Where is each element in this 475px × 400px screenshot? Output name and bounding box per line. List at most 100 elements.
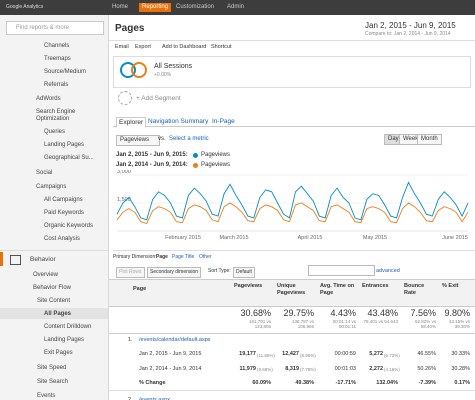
toolbar-button[interactable]: Shortcut <box>211 44 232 50</box>
legend-period: Jan 2, 2014 - Jun 9, 2014: <box>116 162 188 168</box>
nav-item[interactable]: Site Search <box>37 379 69 385</box>
row-page[interactable]: /events/calendar/default.aspx <box>139 337 211 343</box>
nav-item[interactable]: Content Drilldown <box>44 324 92 330</box>
column-header[interactable]: Pageviews <box>234 283 263 289</box>
nav-item[interactable]: Landing Pages <box>44 337 85 343</box>
secondary-dimension[interactable]: Secondary dimension <box>147 267 202 278</box>
period-button[interactable]: Month <box>417 134 442 145</box>
nav-item[interactable]: All Pages <box>44 311 72 317</box>
nav-item[interactable]: Treemaps <box>44 56 71 62</box>
nav-tab[interactable]: Reporting <box>139 3 172 12</box>
nav-item[interactable]: Site Content <box>37 298 71 304</box>
toolbar-button[interactable]: Add to Dashboard <box>162 44 207 50</box>
segment-circle <box>131 62 147 78</box>
nav-item[interactable]: Landing Pages <box>44 142 85 148</box>
row-page[interactable]: /events.aspx <box>139 396 170 400</box>
tab[interactable]: Navigation Summary <box>148 118 209 125</box>
row-index: 2. <box>128 396 133 400</box>
search-box[interactable] <box>6 21 104 35</box>
legend-name: Pageviews <box>201 162 231 168</box>
nav-item[interactable]: Search Engine Optimization <box>36 109 76 122</box>
nav-item[interactable]: Channels <box>44 43 70 49</box>
x-tick-label: March 2015 <box>219 235 248 241</box>
column-header[interactable]: Entrances <box>362 283 389 289</box>
cell-value: 12,427 <box>282 351 299 357</box>
plot-rows[interactable]: Plot Rows <box>116 267 145 278</box>
column-header[interactable]: Unique Pageviews <box>277 283 306 296</box>
selected-item-bg <box>0 308 108 319</box>
nav-item[interactable]: Organic Keywords <box>44 223 94 229</box>
summary-compare: 161,791 vs 123,806 <box>248 319 271 329</box>
segment-name: All Sessions <box>154 63 193 70</box>
dimension-label: Primary Dimension: <box>113 254 157 260</box>
nav-item[interactable]: Cost Analysis <box>44 236 81 242</box>
top-bar <box>0 0 475 15</box>
cell-value: 46.55% <box>417 351 436 357</box>
add-segment[interactable]: + Add Segment <box>136 95 181 102</box>
summary-compare: 43.15% vs 39.30% <box>448 319 470 329</box>
segment-box <box>113 56 471 88</box>
nav-item[interactable]: AdWords <box>36 96 61 102</box>
dimension-option[interactable]: Other <box>199 254 212 260</box>
metric-dropdown[interactable]: Pageviews <box>116 135 161 146</box>
column-header[interactable]: % Exit <box>442 283 459 289</box>
row-index: 1. <box>128 337 133 343</box>
nav-tab[interactable]: Admin <box>227 4 245 10</box>
cell-value: 30.28% <box>451 365 470 372</box>
divider <box>0 250 108 251</box>
tab-rule <box>113 126 475 127</box>
sort-dropdown[interactable]: Default <box>233 267 255 278</box>
legend-dot <box>193 163 198 168</box>
summary-compare: 138,787 vs 106,965 <box>291 319 314 329</box>
cell-value: 49.38% <box>295 380 314 386</box>
cell-share: (8.95%) <box>300 352 316 358</box>
tab[interactable]: Explorer <box>116 117 147 128</box>
dimension-option[interactable]: Page <box>156 254 168 260</box>
toolbar-button[interactable]: Export <box>135 44 151 50</box>
series-line <box>116 181 469 221</box>
vs-label: vs. <box>158 136 166 142</box>
summary-change: 43.48% <box>367 308 398 318</box>
nav-item[interactable]: Geographical Su... <box>44 155 94 161</box>
cell-value: 30.33% <box>451 351 470 357</box>
legend-name: Pageviews <box>201 152 231 158</box>
nav-tab[interactable]: Home <box>112 4 129 10</box>
nav-item[interactable]: Exit Pages <box>44 350 73 356</box>
date-range[interactable]: Jan 2, 2015 - Jun 9, 2015 <box>365 21 456 30</box>
logo: Google Analytics <box>6 4 44 10</box>
nav-item[interactable]: Referrals <box>44 82 69 88</box>
column-header[interactable]: Avg. Time on Page <box>320 283 355 296</box>
nav-item[interactable]: Behavior <box>30 256 56 263</box>
advanced-link[interactable]: advanced <box>376 268 400 274</box>
column-header[interactable]: Bounce Rate <box>404 283 425 296</box>
nav-item[interactable]: Behavior Flow <box>33 285 72 291</box>
summary-change: 29.75% <box>283 308 314 318</box>
summary-compare: 62.82% vs 58.40% <box>414 319 436 329</box>
filter-input[interactable] <box>308 265 375 276</box>
select-metric[interactable]: Select a metric <box>169 136 209 142</box>
cell-value: 00:00:59 <box>334 351 356 357</box>
search-placeholder[interactable]: Find reports & more <box>16 25 70 31</box>
nav-item[interactable]: Paid Keywords <box>44 210 85 216</box>
cell-value: 8,319 <box>285 365 299 372</box>
dimension-option[interactable]: Page Title <box>172 254 195 260</box>
nav-item[interactable]: Site Speed <box>37 365 67 371</box>
sort-label: Sort Type: <box>208 268 231 274</box>
toolbar-button[interactable]: Email <box>115 44 129 50</box>
nav-item[interactable]: Source/Medium <box>44 69 87 75</box>
nav-item[interactable]: All Campaigns <box>44 197 83 203</box>
nav-item[interactable]: Queries <box>44 129 66 135</box>
tab[interactable]: In-Page <box>212 118 235 125</box>
nav-item[interactable]: Social <box>36 170 53 176</box>
nav-item[interactable]: Overview <box>33 272 59 278</box>
nav-item[interactable]: Campaigns <box>36 184 67 190</box>
nav-item[interactable]: Events <box>37 393 56 399</box>
cell-value: 11,979 <box>239 365 256 372</box>
behavior-icon <box>10 255 21 265</box>
cell-value: 00:01:03 <box>334 365 356 372</box>
compare-range: Compare to: Jan 2, 2014 - Jun 9, 2014 <box>365 31 451 37</box>
nav-tab[interactable]: Customization <box>176 4 215 10</box>
summary-change: 7.56% <box>410 308 436 318</box>
add-segment-circle[interactable] <box>118 91 132 105</box>
